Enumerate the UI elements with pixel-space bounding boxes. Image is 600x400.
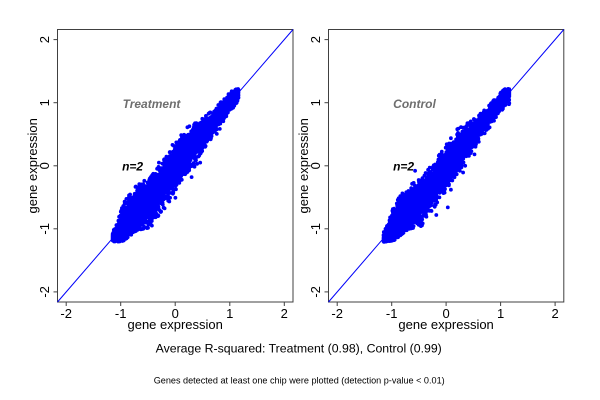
svg-text:1: 1	[497, 306, 504, 321]
svg-text:n=2: n=2	[122, 159, 143, 173]
svg-text:1: 1	[37, 99, 52, 106]
svg-text:gene expression: gene expression	[296, 118, 311, 213]
svg-text:2: 2	[308, 36, 323, 43]
svg-text:-2: -2	[60, 306, 72, 321]
svg-text:gene expression: gene expression	[127, 317, 222, 332]
svg-text:gene expression: gene expression	[398, 317, 493, 332]
svg-text:-1: -1	[308, 223, 323, 235]
svg-text:-1: -1	[115, 306, 127, 321]
svg-text:-1: -1	[37, 223, 52, 235]
svg-text:0: 0	[172, 306, 179, 321]
svg-text:-1: -1	[386, 306, 398, 321]
svg-text:-2: -2	[37, 286, 52, 298]
svg-text:0: 0	[442, 306, 449, 321]
svg-text:Genes detected at least one ch: Genes detected at least one chip were pl…	[154, 376, 445, 386]
svg-text:1: 1	[308, 99, 323, 106]
svg-text:0: 0	[308, 162, 323, 169]
svg-text:0: 0	[37, 162, 52, 169]
svg-text:Average R-squared: Treatment (: Average R-squared: Treatment (0.98), Con…	[156, 341, 442, 355]
svg-text:n=2: n=2	[393, 159, 414, 173]
svg-text:-2: -2	[331, 306, 343, 321]
svg-text:Treatment: Treatment	[123, 97, 182, 111]
svg-text:gene expression: gene expression	[25, 118, 40, 213]
svg-text:-2: -2	[308, 286, 323, 298]
svg-text:2: 2	[551, 306, 558, 321]
svg-text:Control: Control	[393, 97, 436, 111]
svg-text:2: 2	[37, 36, 52, 43]
svg-text:2: 2	[281, 306, 288, 321]
svg-text:1: 1	[226, 306, 233, 321]
